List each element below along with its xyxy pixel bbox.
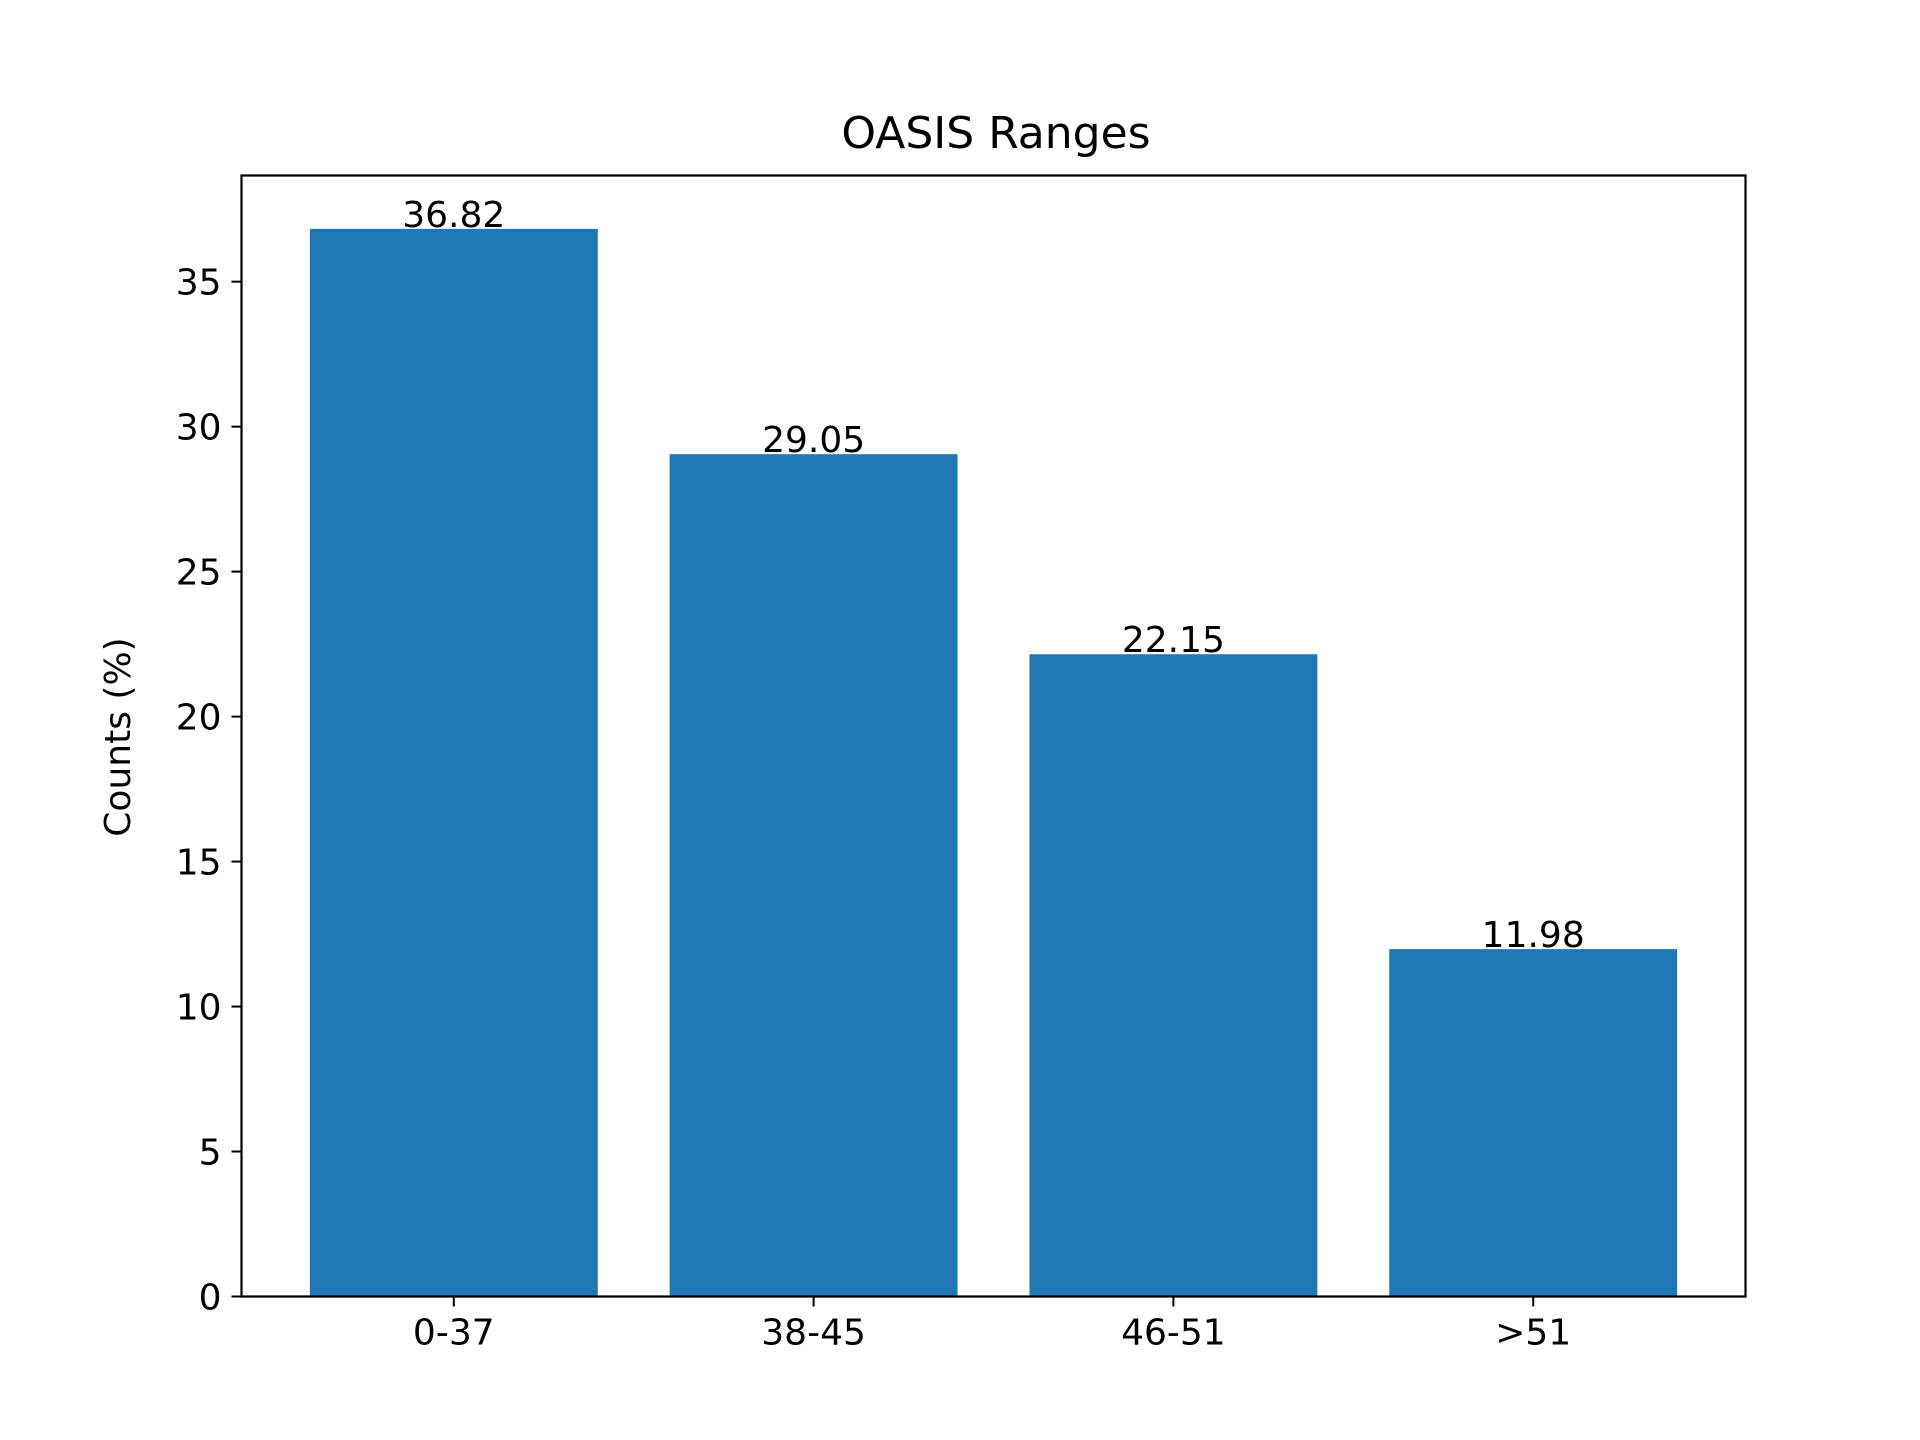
value-label-3: 11.98 [1482,915,1585,956]
y-tick-label-5: 25 [176,553,222,594]
y-tick-label-7: 35 [176,263,222,304]
plot-frame [240,174,1747,1298]
value-label-2: 22.15 [1122,620,1225,661]
x-tick-label-3: >51 [1495,1313,1571,1354]
x-tick-label-1: 38-45 [761,1313,866,1354]
x-axis: 0-37 38-45 46-51 >51 [413,1296,1571,1354]
y-tick-label-6: 30 [176,408,222,449]
y-tick-label-2: 10 [176,988,222,1029]
bars-group [309,228,1678,1297]
value-labels-group: 36.82 29.05 22.15 11.98 [402,195,1584,956]
y-tick-label-0: 0 [199,1278,222,1319]
y-tick-label-4: 20 [176,698,222,739]
bar-0 [309,228,598,1297]
bar-2 [1029,654,1318,1297]
value-label-0: 36.82 [402,195,505,236]
value-label-1: 29.05 [762,420,865,461]
bar-1 [669,454,958,1297]
bar-3 [1389,949,1678,1297]
y-axis: 0 5 10 15 20 25 30 35 [176,263,242,1319]
x-tick-label-2: 46-51 [1121,1313,1226,1354]
x-tick-label-0: 0-37 [413,1313,495,1354]
chart-title: OASIS Ranges [841,108,1150,159]
y-axis-label: Counts (%) [98,637,139,836]
y-tick-label-1: 5 [199,1133,222,1174]
y-tick-label-3: 15 [176,843,222,884]
